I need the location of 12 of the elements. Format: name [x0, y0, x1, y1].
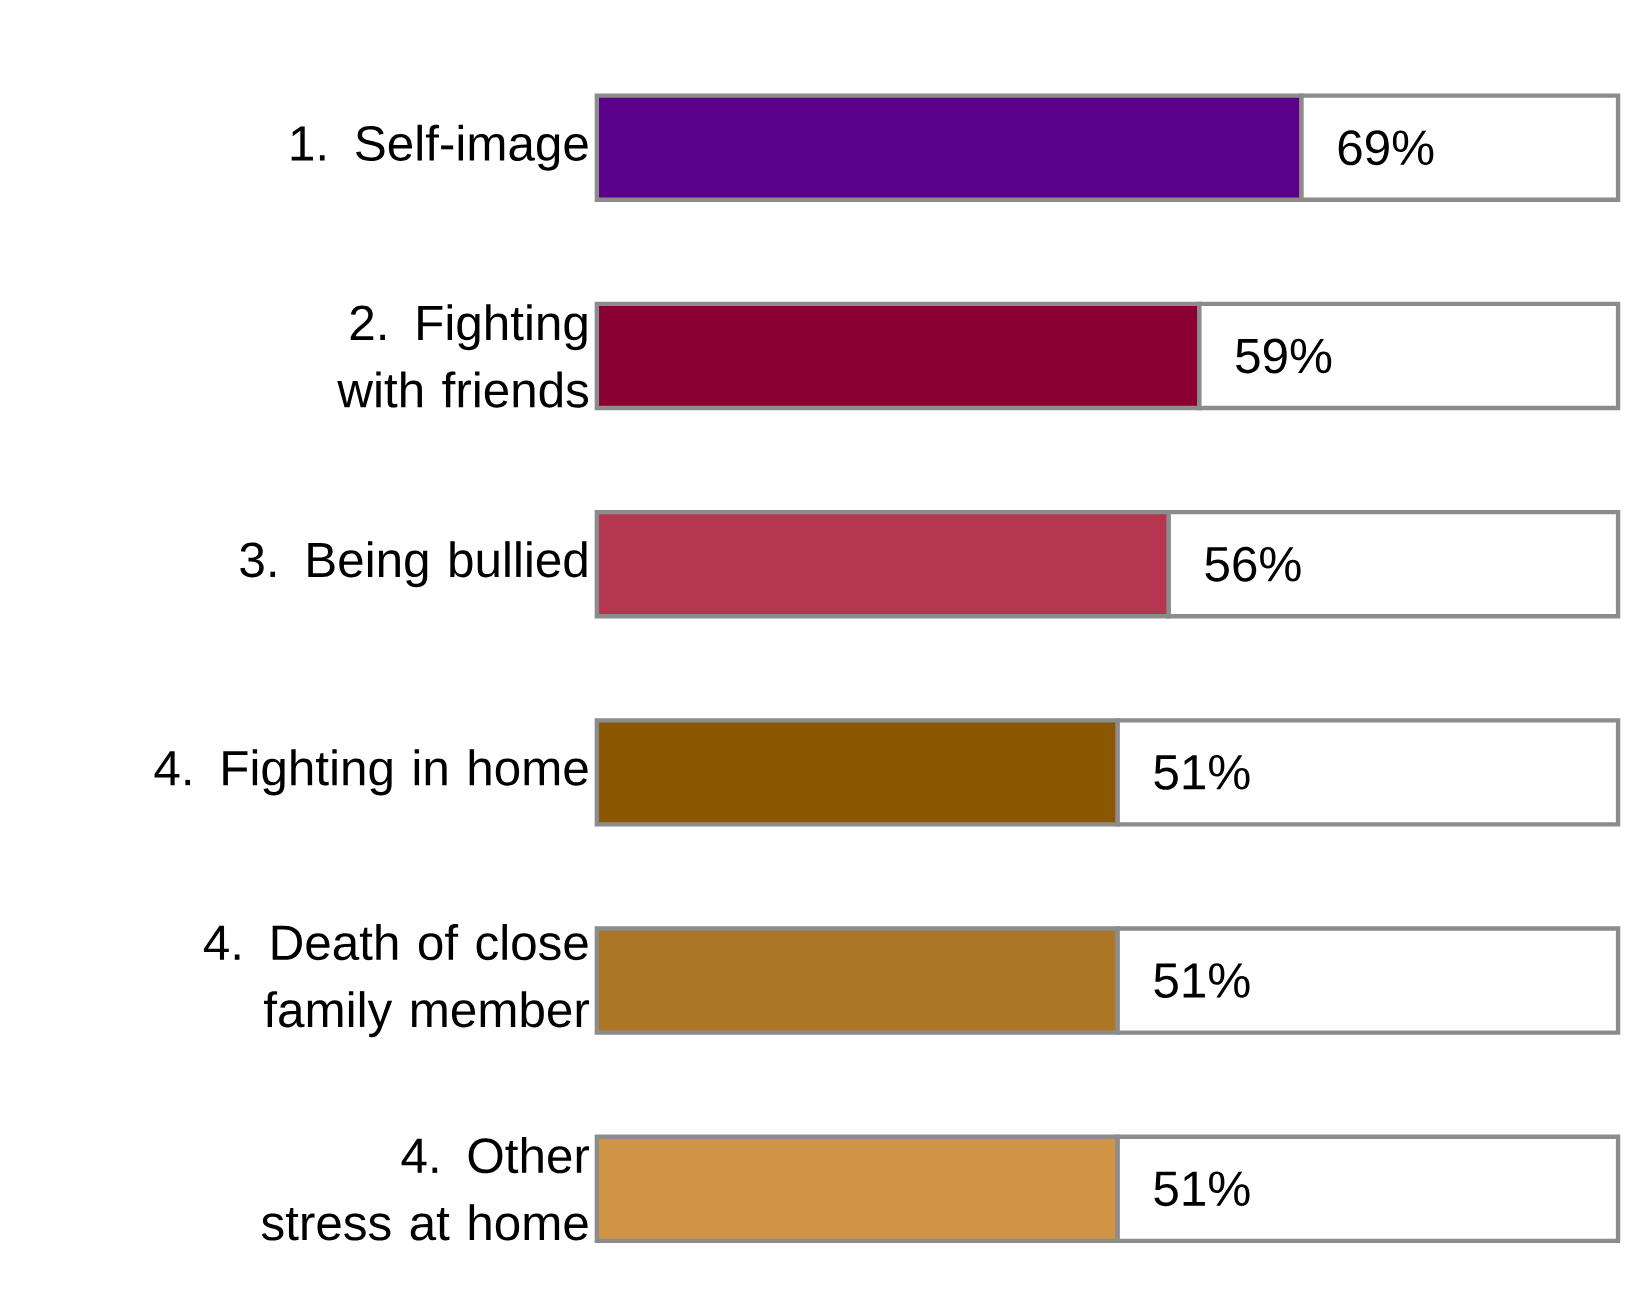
data-label: 51%	[1154, 963, 1250, 999]
data-label: 69%	[1338, 130, 1434, 166]
y-tick-label: 4. Fighting in home	[154, 749, 588, 796]
y-tick-label: 4. Other stress at home	[261, 1137, 590, 1241]
data-label: 59%	[1236, 338, 1332, 374]
y-tick-label: 2. Fighting with friends	[337, 304, 589, 408]
y-tick-label: 3. Being bullied	[240, 541, 587, 588]
data-label: 51%	[1154, 1171, 1250, 1207]
y-tick-label: 4. Death of close family member	[203, 924, 589, 1038]
data-label: 56%	[1205, 546, 1301, 582]
data-label: 51%	[1154, 755, 1250, 790]
y-tick-label: 1. Self-image	[291, 124, 588, 171]
